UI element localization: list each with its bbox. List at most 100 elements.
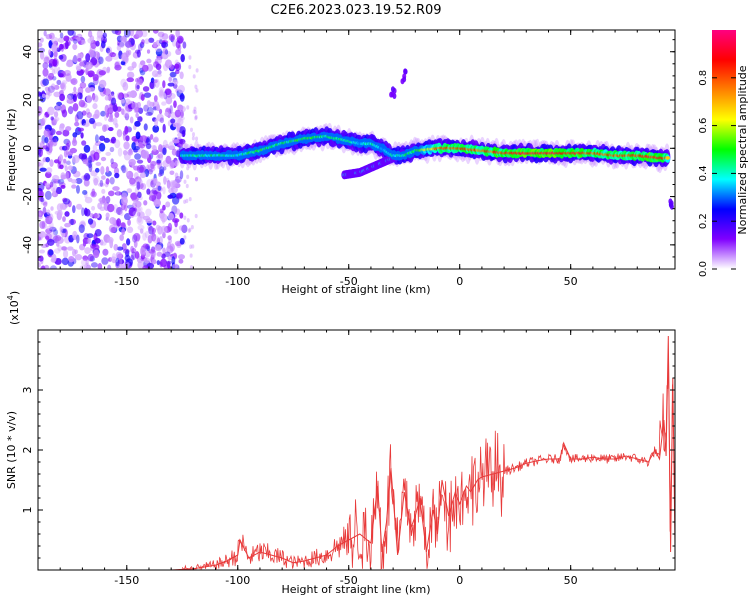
noise-blob [139, 228, 144, 234]
noise-blob [131, 196, 139, 202]
noise-blob [158, 108, 163, 115]
noise-blob [45, 87, 51, 96]
noise-blob [126, 71, 135, 79]
noise-blob [96, 35, 104, 41]
noise-blob [151, 79, 158, 84]
noise-blob [153, 136, 159, 143]
noise-blob [127, 127, 132, 133]
noise-blob [44, 190, 52, 200]
noise-blob [43, 128, 51, 138]
noise-blob [64, 144, 70, 151]
noise-blob [134, 251, 140, 259]
noise-blob [83, 174, 87, 181]
noise-blob [46, 209, 51, 215]
noise-blob [126, 226, 134, 234]
noise-blob [110, 158, 114, 165]
noise-blob [38, 124, 43, 130]
noise-blob [49, 226, 57, 232]
noise-blob [57, 37, 65, 43]
noise-blob [50, 116, 54, 121]
noise-blob [165, 155, 172, 165]
noise-blob [174, 63, 180, 69]
noise-blob [48, 213, 54, 222]
noise-blob [153, 198, 162, 207]
noise-blob [162, 123, 166, 133]
noise-blob [150, 248, 157, 258]
noise-blob [53, 248, 61, 254]
noise-blob [42, 114, 47, 123]
spectrogram-y-label: Frequency (Hz) [5, 109, 18, 192]
noise-blob [59, 32, 64, 39]
noise-blob [154, 73, 162, 78]
noise-blob [76, 234, 80, 244]
noise-blob [190, 225, 194, 230]
noise-blob [126, 170, 134, 180]
noise-blob [167, 82, 175, 87]
noise-blob [80, 259, 88, 266]
noise-blob [165, 88, 173, 98]
noise-blob [189, 253, 193, 258]
noise-blob [49, 159, 54, 167]
noise-blob [41, 220, 47, 230]
noise-blob [107, 49, 113, 57]
spectrogram-x-ticks: -150 -100 -50 0 50 [37, 30, 660, 288]
noise-blob [79, 82, 87, 89]
multiplier-suffix: ) [8, 291, 21, 295]
noise-blob [59, 43, 64, 50]
noise-blob [94, 167, 100, 173]
noise-blob [87, 155, 93, 164]
noise-blob [83, 144, 91, 153]
noise-blob [84, 247, 91, 255]
noise-blob [160, 213, 168, 223]
noise-blob [59, 93, 65, 102]
snr-jitter-line [181, 360, 673, 570]
noise-blob [138, 166, 146, 174]
noise-blob [175, 40, 181, 49]
noise-blob [189, 127, 193, 132]
noise-blob [138, 78, 143, 85]
noise-blob [114, 30, 122, 36]
colorbar-ticks: 0.0 0.2 0.4 0.6 0.8 [698, 70, 736, 277]
noise-blob [174, 172, 179, 179]
noise-blob [92, 103, 98, 110]
noise-blob [165, 143, 170, 149]
noise-blob [166, 260, 171, 269]
noise-blob [118, 50, 123, 60]
noise-blob [39, 167, 47, 172]
noise-blob [84, 196, 93, 204]
noise-blob [81, 140, 87, 146]
noise-blob [38, 161, 41, 167]
noise-blob [113, 167, 120, 175]
noise-blob [101, 257, 109, 265]
noise-blob [112, 104, 118, 112]
noise-blob [136, 116, 143, 122]
noise-blob [136, 85, 140, 90]
noise-blob [175, 48, 182, 56]
noise-blob [115, 206, 123, 216]
colorbar-tick-label: 0.8 [698, 70, 709, 86]
noise-blob [121, 166, 128, 173]
snr-series-line [38, 335, 675, 570]
noise-blob [87, 70, 95, 77]
noise-blob [189, 244, 193, 249]
noise-blob [61, 257, 69, 266]
noise-blob [139, 60, 146, 66]
noise-blob [169, 71, 177, 78]
noise-blob [178, 225, 185, 231]
noise-blob [159, 208, 164, 214]
noise-blob [73, 38, 78, 44]
noise-blob [39, 51, 45, 60]
noise-blob [172, 218, 180, 223]
noise-blob [188, 55, 192, 60]
noise-blob [93, 51, 100, 59]
noise-blob [180, 110, 184, 119]
noise-blob [42, 78, 50, 86]
noise-blob [110, 97, 117, 106]
noise-blob [193, 110, 197, 115]
noise-blob [90, 262, 98, 268]
noise-blob [172, 159, 180, 164]
noise-blob [127, 149, 134, 156]
noise-blob [179, 105, 186, 113]
noise-blob [55, 130, 63, 136]
noise-blob [153, 178, 157, 185]
